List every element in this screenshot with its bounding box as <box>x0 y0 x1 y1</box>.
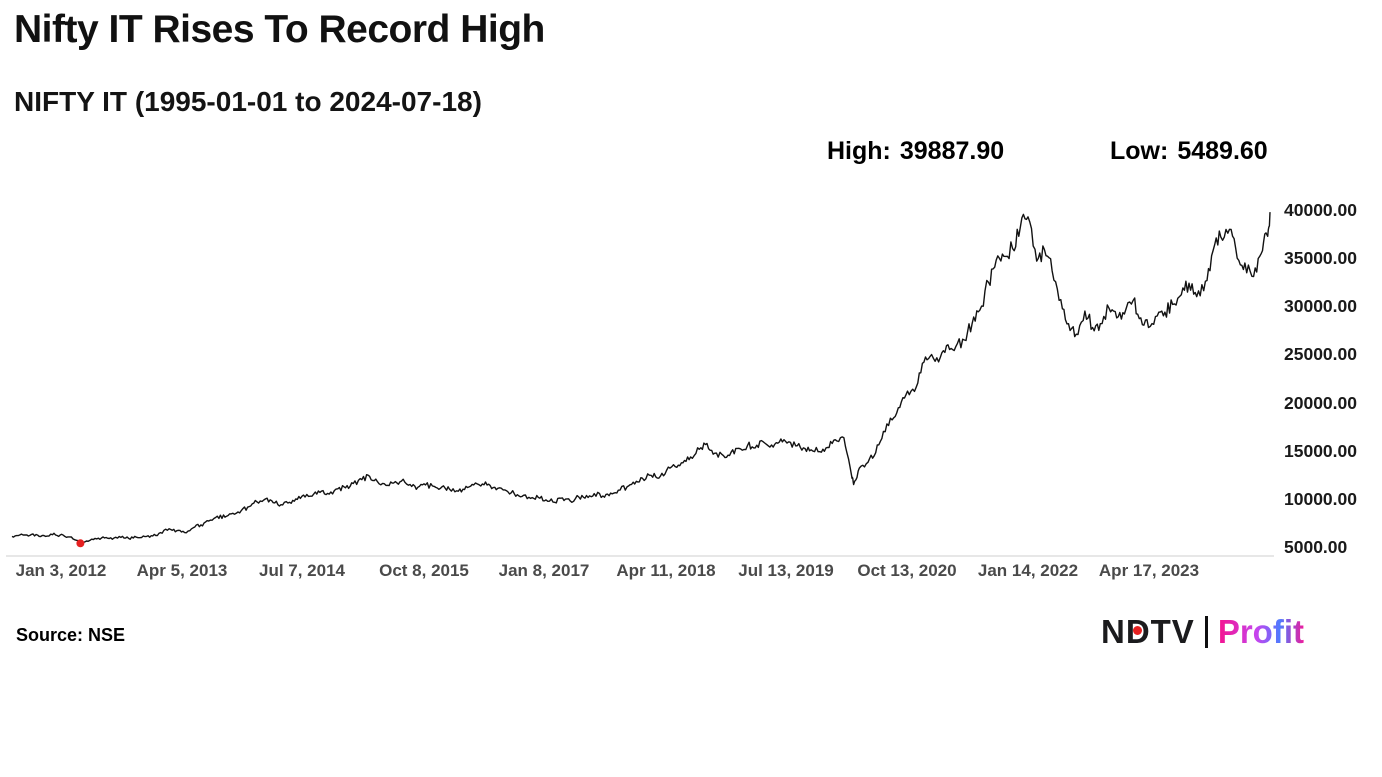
price-line <box>11 212 1271 544</box>
high-label: High: <box>827 137 891 165</box>
x-tick-label: Jan 3, 2012 <box>15 561 107 580</box>
source-note: Source: NSE <box>16 625 126 645</box>
y-tick-label: 30000.00 <box>1284 296 1357 316</box>
x-tick-label: Jan 14, 2022 <box>977 561 1079 580</box>
low-label: Low: <box>1110 137 1169 165</box>
y-tick-label: 25000.00 <box>1284 344 1357 364</box>
page-title: Nifty IT Rises To Record High <box>14 8 545 51</box>
x-tick-label: Apr 11, 2018 <box>616 561 716 580</box>
high-value: 39887.90 <box>899 137 1005 165</box>
x-tick-label: Jul 13, 2019 <box>738 561 834 580</box>
low-value: 5489.60 <box>1177 137 1268 165</box>
price-chart: Jan 3, 2012 Apr 5, 2013 Jul 7, 2014 Oct 8, … <box>0 188 1382 588</box>
x-tick-label: Oct 13, 2020 <box>857 561 957 580</box>
x-tick-label: Apr 5, 2013 <box>136 561 228 580</box>
profit-wordmark: Profit <box>1217 613 1304 650</box>
logo-divider <box>1204 616 1208 648</box>
low-point-marker <box>76 539 85 548</box>
low-annotation: Low: 5489.60 <box>1110 137 1268 166</box>
ndtv-profit-logo: NDTV Profit <box>1101 613 1304 651</box>
y-tick-label: 35000.00 <box>1284 248 1357 268</box>
ndtv-wordmark: NDTV <box>1101 613 1195 651</box>
x-tick-label: Apr 17, 2023 <box>1098 561 1200 580</box>
x-tick-label: Oct 8, 2015 <box>379 561 469 580</box>
ndtv-red-dot-icon <box>1132 626 1142 635</box>
x-tick-label: Jan 8, 2017 <box>498 561 590 580</box>
high-annotation: High: 39887.90 <box>827 137 1004 166</box>
y-tick-label: 15000.00 <box>1284 441 1357 461</box>
x-tick-label: Jul 7, 2014 <box>258 561 346 580</box>
y-tick-label: 20000.00 <box>1284 393 1357 413</box>
chart-canvas <box>6 212 1274 557</box>
ndtv-text: NDTV <box>1100 613 1195 650</box>
y-tick-label: 40000.00 <box>1284 200 1357 220</box>
y-tick-label: 5000.00 <box>1284 537 1348 557</box>
chart-subtitle: NIFTY IT (1995-01-01 to 2024-07-18) <box>14 86 482 117</box>
y-tick-label: 10000.00 <box>1284 489 1357 509</box>
